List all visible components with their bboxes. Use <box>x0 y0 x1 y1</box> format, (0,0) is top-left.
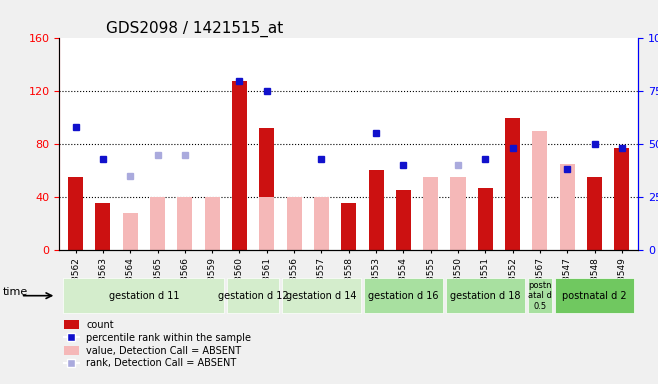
FancyBboxPatch shape <box>227 278 279 313</box>
Bar <box>560 164 574 250</box>
FancyBboxPatch shape <box>63 278 224 313</box>
Bar <box>287 197 301 250</box>
Bar <box>368 170 384 250</box>
Bar <box>178 197 192 250</box>
Bar <box>532 131 547 250</box>
Bar <box>505 118 520 250</box>
Bar <box>259 128 274 250</box>
Text: postn
atal d
0.5: postn atal d 0.5 <box>528 281 552 311</box>
Text: GDS2098 / 1421515_at: GDS2098 / 1421515_at <box>105 21 283 37</box>
Bar <box>95 204 111 250</box>
FancyBboxPatch shape <box>555 278 634 313</box>
Bar <box>478 187 493 250</box>
Text: gestation d 12: gestation d 12 <box>218 291 288 301</box>
Bar <box>587 177 602 250</box>
FancyBboxPatch shape <box>528 278 552 313</box>
Text: gestation d 16: gestation d 16 <box>368 291 439 301</box>
Bar <box>451 177 465 250</box>
Bar <box>423 177 438 250</box>
Bar <box>150 197 165 250</box>
Text: time: time <box>3 287 28 297</box>
Bar <box>342 204 356 250</box>
Text: postnatal d 2: postnatal d 2 <box>562 291 627 301</box>
FancyBboxPatch shape <box>364 278 443 313</box>
Bar <box>396 190 411 250</box>
Text: gestation d 14: gestation d 14 <box>286 291 357 301</box>
Text: gestation d 11: gestation d 11 <box>109 291 179 301</box>
Text: gestation d 18: gestation d 18 <box>450 291 520 301</box>
Bar <box>259 197 274 250</box>
Bar <box>615 148 630 250</box>
Legend: count, percentile rank within the sample, value, Detection Call = ABSENT, rank, : count, percentile rank within the sample… <box>64 320 251 369</box>
Bar <box>68 177 83 250</box>
Bar <box>205 197 220 250</box>
FancyBboxPatch shape <box>445 278 525 313</box>
Bar <box>314 197 329 250</box>
FancyBboxPatch shape <box>282 278 361 313</box>
Bar <box>123 213 138 250</box>
Bar <box>232 81 247 250</box>
